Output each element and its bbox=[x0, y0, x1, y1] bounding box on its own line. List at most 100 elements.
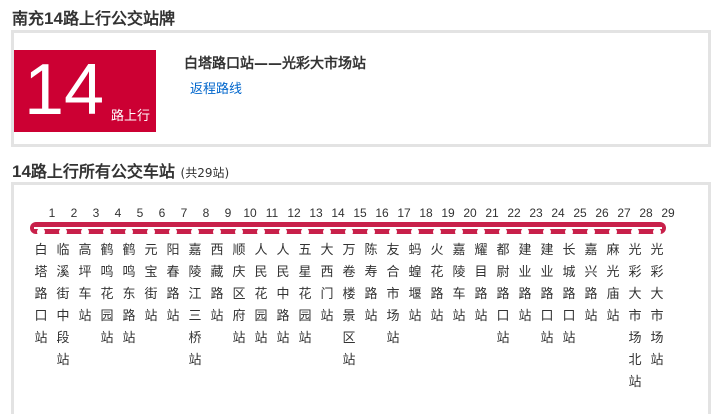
section-num: 14 bbox=[12, 162, 31, 181]
station-dot-icon bbox=[587, 228, 595, 236]
station-name[interactable]: 临溪街中段站 bbox=[56, 243, 70, 368]
station-number: 4 bbox=[114, 206, 122, 220]
return-route-link[interactable]: 返程路线 bbox=[190, 82, 243, 97]
station-dot-icon bbox=[235, 228, 243, 236]
station-number: 9 bbox=[224, 206, 232, 220]
station-name[interactable]: 建业路口站 bbox=[540, 243, 554, 346]
station-dot-icon bbox=[345, 228, 353, 236]
page-title: 南充14路上行公交站牌 bbox=[12, 5, 175, 29]
badge-direction: 路上行 bbox=[110, 109, 150, 124]
station-dot-icon bbox=[59, 228, 67, 236]
station-number: 7 bbox=[180, 206, 188, 220]
station-number: 18 bbox=[419, 206, 433, 220]
station-name[interactable]: 耀目路站 bbox=[474, 243, 488, 324]
station-dot-icon bbox=[543, 228, 551, 236]
station-name[interactable]: 光彩大市场北站 bbox=[628, 243, 642, 390]
title-city: 南充 bbox=[12, 9, 45, 28]
station-dot-icon bbox=[653, 228, 661, 236]
section-title: 14路上行所有公交车站 (共29站) bbox=[12, 158, 229, 182]
station-number: 21 bbox=[485, 206, 499, 220]
station-count: (共29站) bbox=[180, 166, 230, 180]
station-number: 22 bbox=[507, 206, 521, 220]
route-card bbox=[11, 30, 711, 147]
station-number: 14 bbox=[331, 206, 345, 220]
station-number: 25 bbox=[573, 206, 587, 220]
station-dot-icon bbox=[455, 228, 463, 236]
station-name[interactable]: 火花路站 bbox=[430, 243, 444, 324]
badge-number: 14 bbox=[24, 50, 105, 130]
station-name[interactable]: 嘉兴路站 bbox=[584, 243, 598, 324]
station-dot-icon bbox=[477, 228, 485, 236]
station-dot-icon bbox=[367, 228, 375, 236]
station-dot-icon bbox=[279, 228, 287, 236]
station-name[interactable]: 万卷楼景区站 bbox=[342, 243, 356, 368]
station-number: 8 bbox=[202, 206, 210, 220]
station-number: 24 bbox=[551, 206, 565, 220]
station-number: 23 bbox=[529, 206, 543, 220]
station-dot-icon bbox=[609, 228, 617, 236]
station-number: 27 bbox=[617, 206, 631, 220]
station-dot-icon bbox=[499, 228, 507, 236]
station-name[interactable]: 人民中路站 bbox=[276, 243, 290, 346]
station-number: 19 bbox=[441, 206, 455, 220]
station-dot-icon bbox=[37, 228, 45, 236]
station-name[interactable]: 嘉陵江三桥站 bbox=[188, 243, 202, 368]
station-dot-icon bbox=[191, 228, 199, 236]
station-number: 1 bbox=[48, 206, 56, 220]
station-name[interactable]: 五星花园站 bbox=[298, 243, 312, 346]
station-number: 15 bbox=[353, 206, 367, 220]
station-name[interactable]: 都尉路口站 bbox=[496, 243, 510, 346]
station-dot-icon bbox=[147, 228, 155, 236]
station-dot-icon bbox=[565, 228, 573, 236]
station-number: 17 bbox=[397, 206, 411, 220]
station-name[interactable]: 人民花园站 bbox=[254, 243, 268, 346]
station-number: 12 bbox=[287, 206, 301, 220]
station-dot-icon bbox=[169, 228, 177, 236]
station-dot-icon bbox=[433, 228, 441, 236]
station-name[interactable]: 陈寿路站 bbox=[364, 243, 378, 324]
station-dot-icon bbox=[389, 228, 397, 236]
station-name[interactable]: 白塔路口站 bbox=[34, 243, 48, 346]
station-dot-icon bbox=[521, 228, 529, 236]
station-number: 26 bbox=[595, 206, 609, 220]
station-name[interactable]: 元宝街站 bbox=[144, 243, 158, 324]
station-number: 13 bbox=[309, 206, 323, 220]
route-endpoints: 白塔路口站——光彩大市场站 bbox=[184, 56, 366, 72]
station-name[interactable]: 长城路口站 bbox=[562, 243, 576, 346]
station-number: 28 bbox=[639, 206, 653, 220]
station-number: 5 bbox=[136, 206, 144, 220]
station-number: 16 bbox=[375, 206, 389, 220]
station-dot-icon bbox=[301, 228, 309, 236]
route-badge: 14 路上行 bbox=[14, 50, 156, 132]
title-num: 14 bbox=[44, 9, 63, 28]
station-dot-icon bbox=[631, 228, 639, 236]
station-name[interactable]: 光彩大市场站 bbox=[650, 243, 664, 368]
station-name[interactable]: 麻光庙站 bbox=[606, 243, 620, 324]
station-dot-icon bbox=[103, 228, 111, 236]
station-name[interactable]: 建业路站 bbox=[518, 243, 532, 324]
station-dot-icon bbox=[125, 228, 133, 236]
station-name[interactable]: 嘉陵车站 bbox=[452, 243, 466, 324]
station-number: 2 bbox=[70, 206, 78, 220]
station-name[interactable]: 蚂蝗堰站 bbox=[408, 243, 422, 324]
station-number: 3 bbox=[92, 206, 100, 220]
station-dot-icon bbox=[257, 228, 265, 236]
stations-card bbox=[11, 182, 711, 414]
station-name[interactable]: 友合市场站 bbox=[386, 243, 400, 346]
station-name[interactable]: 西藏路站 bbox=[210, 243, 224, 324]
station-number: 6 bbox=[158, 206, 166, 220]
station-number: 11 bbox=[265, 206, 279, 220]
station-dot-icon bbox=[411, 228, 419, 236]
station-dot-icon bbox=[213, 228, 221, 236]
station-dot-icon bbox=[81, 228, 89, 236]
station-name[interactable]: 鹤鸣花园站 bbox=[100, 243, 114, 346]
station-name[interactable]: 阳春路站 bbox=[166, 243, 180, 324]
station-number: 10 bbox=[243, 206, 257, 220]
station-name[interactable]: 鹤鸣东路站 bbox=[122, 243, 136, 346]
station-name[interactable]: 大西门站 bbox=[320, 243, 334, 324]
title-suffix: 路上行公交站牌 bbox=[62, 9, 175, 28]
station-name[interactable]: 高坪车站 bbox=[78, 243, 92, 324]
station-name[interactable]: 顺庆区府站 bbox=[232, 243, 246, 346]
section-title-text: 路上行所有公交车站 bbox=[30, 162, 175, 181]
station-dot-icon bbox=[323, 228, 331, 236]
